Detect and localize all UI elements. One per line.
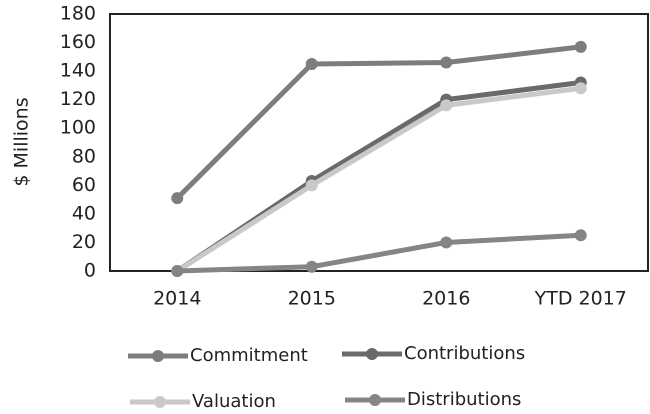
data-point bbox=[440, 99, 453, 112]
legend: Commitment Contributions Valuation Distribu… bbox=[128, 343, 525, 412]
legend-marker bbox=[154, 396, 166, 408]
data-point bbox=[440, 236, 453, 249]
data-point bbox=[574, 40, 587, 53]
legend-label: Valuation bbox=[192, 391, 276, 412]
y-axis-label: $ Millions bbox=[11, 97, 33, 186]
x-tick-label: YTD 2017 bbox=[534, 288, 627, 310]
x-tick-label: 2014 bbox=[153, 288, 201, 310]
data-point bbox=[305, 179, 318, 192]
y-tick-label: 20 bbox=[72, 231, 96, 253]
data-point bbox=[574, 229, 587, 242]
y-tick-label: 0 bbox=[84, 260, 96, 282]
legend-marker bbox=[152, 350, 164, 362]
data-point bbox=[305, 260, 318, 273]
y-tick-label: 120 bbox=[60, 88, 96, 110]
y-tick-label: 180 bbox=[60, 3, 96, 25]
y-tick-label: 40 bbox=[72, 202, 96, 224]
series-line bbox=[175, 44, 582, 200]
series-line bbox=[175, 80, 582, 274]
x-tick-label: 2016 bbox=[422, 288, 470, 310]
y-tick-label: 140 bbox=[60, 60, 96, 82]
plot-frame bbox=[109, 13, 649, 272]
y-tick-label: 100 bbox=[60, 117, 96, 139]
series-line bbox=[177, 232, 581, 274]
series-line bbox=[175, 85, 582, 274]
legend-marker bbox=[366, 348, 378, 360]
y-tick-label: 160 bbox=[60, 31, 96, 53]
legend-marker bbox=[369, 394, 381, 406]
y-tick-label: 60 bbox=[72, 174, 96, 196]
legend-label: Commitment bbox=[190, 345, 308, 366]
data-point bbox=[305, 57, 318, 70]
x-tick-label: 2015 bbox=[288, 288, 336, 310]
data-point bbox=[440, 56, 453, 69]
y-tick-label: 80 bbox=[72, 145, 96, 167]
legend-label: Contributions bbox=[404, 343, 525, 364]
data-point bbox=[574, 82, 587, 95]
legend-label: Distributions bbox=[407, 389, 521, 410]
data-point bbox=[171, 192, 184, 205]
data-point bbox=[171, 265, 184, 277]
